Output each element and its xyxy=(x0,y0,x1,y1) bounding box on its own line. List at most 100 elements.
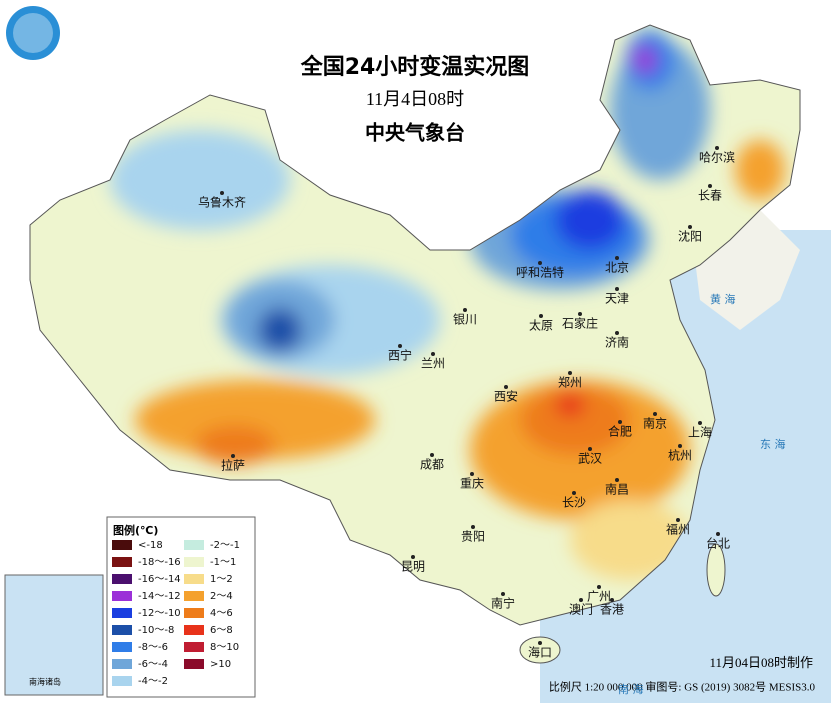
made: 11月04日08时制作 xyxy=(709,655,813,670)
city-dot xyxy=(538,641,542,645)
sea-label: 黄 海 xyxy=(710,292,736,306)
logo-inner xyxy=(13,13,53,53)
city-dot xyxy=(579,598,583,602)
city-label: 银川 xyxy=(453,313,477,327)
legend-label: -14～-12 xyxy=(138,591,181,602)
city-label: 上海 xyxy=(688,425,712,440)
legend-swatch xyxy=(112,574,132,584)
city-dot xyxy=(588,447,592,451)
city-label: 沈阳 xyxy=(678,229,702,244)
legend-label: -8～-6 xyxy=(138,642,168,653)
city-dot xyxy=(708,184,712,188)
legend-label: -2～-1 xyxy=(210,540,240,551)
city-dot xyxy=(538,261,542,265)
city-label: 南昌 xyxy=(605,482,629,497)
city-dot xyxy=(676,518,680,522)
city-label: 贵阳 xyxy=(461,530,485,544)
city-dot xyxy=(231,454,235,458)
city-dot xyxy=(471,525,475,529)
legend-swatch xyxy=(184,557,204,567)
city-label: 杭州 xyxy=(668,448,692,463)
legend-swatch xyxy=(112,676,132,686)
city-label: 北京 xyxy=(605,261,629,275)
city-dot xyxy=(411,555,415,559)
legend-swatch xyxy=(184,591,204,601)
city-label: 成都 xyxy=(420,458,444,472)
city-dot xyxy=(501,592,505,596)
city-dot xyxy=(578,312,582,316)
city-dot xyxy=(568,371,572,375)
city-label: 西宁 xyxy=(388,348,412,363)
legend-label: 1～2 xyxy=(210,574,233,585)
legend-swatch xyxy=(184,608,204,618)
city-dot xyxy=(470,472,474,476)
city-label: 长春 xyxy=(698,189,722,203)
legend-swatch xyxy=(112,625,132,635)
city-label: 乌鲁木齐 xyxy=(198,195,246,210)
sea-label: 东 海 xyxy=(760,437,786,451)
legend-label: -10～-8 xyxy=(138,625,174,636)
city-dot xyxy=(398,344,402,348)
city-dot xyxy=(463,308,467,312)
city-label: 合肥 xyxy=(608,424,632,439)
city-dot xyxy=(688,225,692,229)
sea-label: 南 海 xyxy=(618,682,644,696)
city-dot xyxy=(615,331,619,335)
legend-swatch xyxy=(112,642,132,652)
city-label: 香港 xyxy=(600,603,624,617)
city-dot xyxy=(618,420,622,424)
legend-label: -1～1 xyxy=(210,557,236,568)
hainan xyxy=(519,636,561,664)
scale: 比例尺 1:20 000 000 审图号: GS (2019) 3082号 ME… xyxy=(549,680,816,694)
city-dot xyxy=(615,256,619,260)
legend-swatch xyxy=(184,574,204,584)
city-label: 天津 xyxy=(605,292,629,306)
legend-title: 图例(℃) xyxy=(113,523,158,537)
city-dot xyxy=(610,598,614,602)
city-label: 广州 xyxy=(587,590,611,604)
city-dot xyxy=(539,314,543,318)
legend-label: -18～-16 xyxy=(138,557,181,568)
city-label: 海口 xyxy=(528,645,552,660)
legend-swatch xyxy=(112,659,132,669)
city-dot xyxy=(698,421,702,425)
city-label: 福州 xyxy=(666,522,690,537)
legend-swatch xyxy=(112,557,132,567)
date: 11月4日08时 xyxy=(366,89,464,109)
legend-swatch xyxy=(112,591,132,601)
city-dot xyxy=(431,352,435,356)
legend-swatch xyxy=(184,659,204,669)
city-label: 昆明 xyxy=(401,560,425,574)
legend-label: 4～6 xyxy=(210,608,233,619)
title: 全国24小时变温实况图 xyxy=(300,54,530,80)
city-dot xyxy=(597,585,601,589)
city-dot xyxy=(572,491,576,495)
legend-label: >10 xyxy=(210,659,231,670)
inset xyxy=(4,574,104,696)
city-label: 济南 xyxy=(605,335,629,350)
city-dot xyxy=(430,453,434,457)
legend-label: 6～8 xyxy=(210,625,233,636)
legend-swatch xyxy=(184,642,204,652)
city-label: 哈尔滨 xyxy=(699,150,735,165)
logo xyxy=(6,6,60,60)
city-dot xyxy=(220,191,224,195)
legend-label: 8～10 xyxy=(210,642,239,653)
legend-label: -4～-2 xyxy=(138,676,168,687)
city-dot xyxy=(715,146,719,150)
legend-label: -16～-14 xyxy=(138,574,181,585)
legend-label: -6～-4 xyxy=(138,659,168,670)
city-label: 南宁 xyxy=(491,596,515,611)
city-label: 拉萨 xyxy=(221,458,245,473)
city-dot xyxy=(678,444,682,448)
legend-label: -12～-10 xyxy=(138,608,181,619)
issuer: 中央气象台 xyxy=(365,121,465,145)
city-label: 台北 xyxy=(706,536,730,551)
city-dot xyxy=(615,478,619,482)
legend-label: <-18 xyxy=(138,540,163,551)
city-label: 武汉 xyxy=(578,452,602,466)
legend-swatch xyxy=(112,540,132,550)
city-label: 兰州 xyxy=(421,357,445,371)
city-label: 长沙 xyxy=(562,496,586,510)
